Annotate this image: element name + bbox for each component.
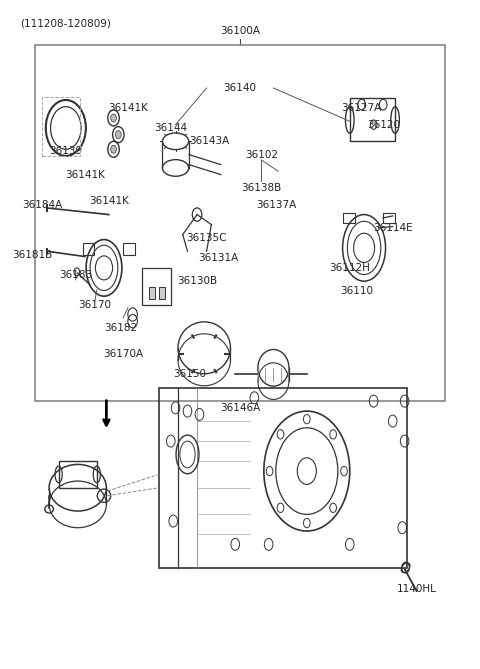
Text: 36170A: 36170A bbox=[103, 349, 143, 359]
Circle shape bbox=[111, 145, 116, 153]
Circle shape bbox=[111, 114, 116, 122]
Circle shape bbox=[116, 130, 121, 138]
Text: (111208-120809): (111208-120809) bbox=[21, 18, 111, 28]
Text: 36183: 36183 bbox=[59, 270, 92, 280]
Text: 36110: 36110 bbox=[340, 286, 373, 296]
Bar bbox=[142, 268, 171, 304]
Text: 36144: 36144 bbox=[154, 123, 187, 133]
Text: 36130B: 36130B bbox=[177, 276, 217, 286]
Text: 36170: 36170 bbox=[78, 300, 111, 310]
Text: 36184A: 36184A bbox=[22, 199, 62, 209]
Text: 36100A: 36100A bbox=[220, 26, 260, 36]
Text: 1140HL: 1140HL bbox=[396, 584, 436, 594]
Text: 36138B: 36138B bbox=[241, 183, 282, 193]
Text: 36141K: 36141K bbox=[108, 103, 148, 113]
Bar bbox=[159, 287, 165, 299]
Text: 36141K: 36141K bbox=[65, 170, 105, 179]
Bar bbox=[35, 45, 445, 401]
Text: 36112H: 36112H bbox=[329, 263, 370, 273]
Text: 36150: 36150 bbox=[173, 369, 206, 379]
Text: 36182: 36182 bbox=[104, 323, 137, 333]
Bar bbox=[42, 97, 80, 156]
Text: 36102: 36102 bbox=[245, 150, 278, 160]
Text: 36143A: 36143A bbox=[189, 136, 229, 147]
Bar bbox=[383, 213, 395, 223]
Bar bbox=[350, 98, 395, 141]
Text: 36120: 36120 bbox=[367, 120, 400, 130]
Text: 36139: 36139 bbox=[49, 147, 83, 157]
Bar bbox=[123, 243, 135, 254]
Bar bbox=[83, 243, 95, 254]
Bar bbox=[59, 461, 97, 488]
Text: 36135C: 36135C bbox=[186, 233, 227, 243]
Text: 36137A: 36137A bbox=[256, 199, 296, 209]
Text: 36146A: 36146A bbox=[220, 403, 260, 413]
Bar bbox=[343, 213, 355, 223]
Bar bbox=[159, 388, 407, 568]
Text: 36140: 36140 bbox=[224, 83, 256, 93]
Text: 36131A: 36131A bbox=[198, 253, 239, 263]
Text: 36181B: 36181B bbox=[12, 250, 52, 260]
Text: 36114E: 36114E bbox=[373, 223, 412, 233]
Text: 36127A: 36127A bbox=[342, 103, 382, 113]
Text: 36141K: 36141K bbox=[89, 196, 129, 206]
Bar bbox=[149, 287, 155, 299]
